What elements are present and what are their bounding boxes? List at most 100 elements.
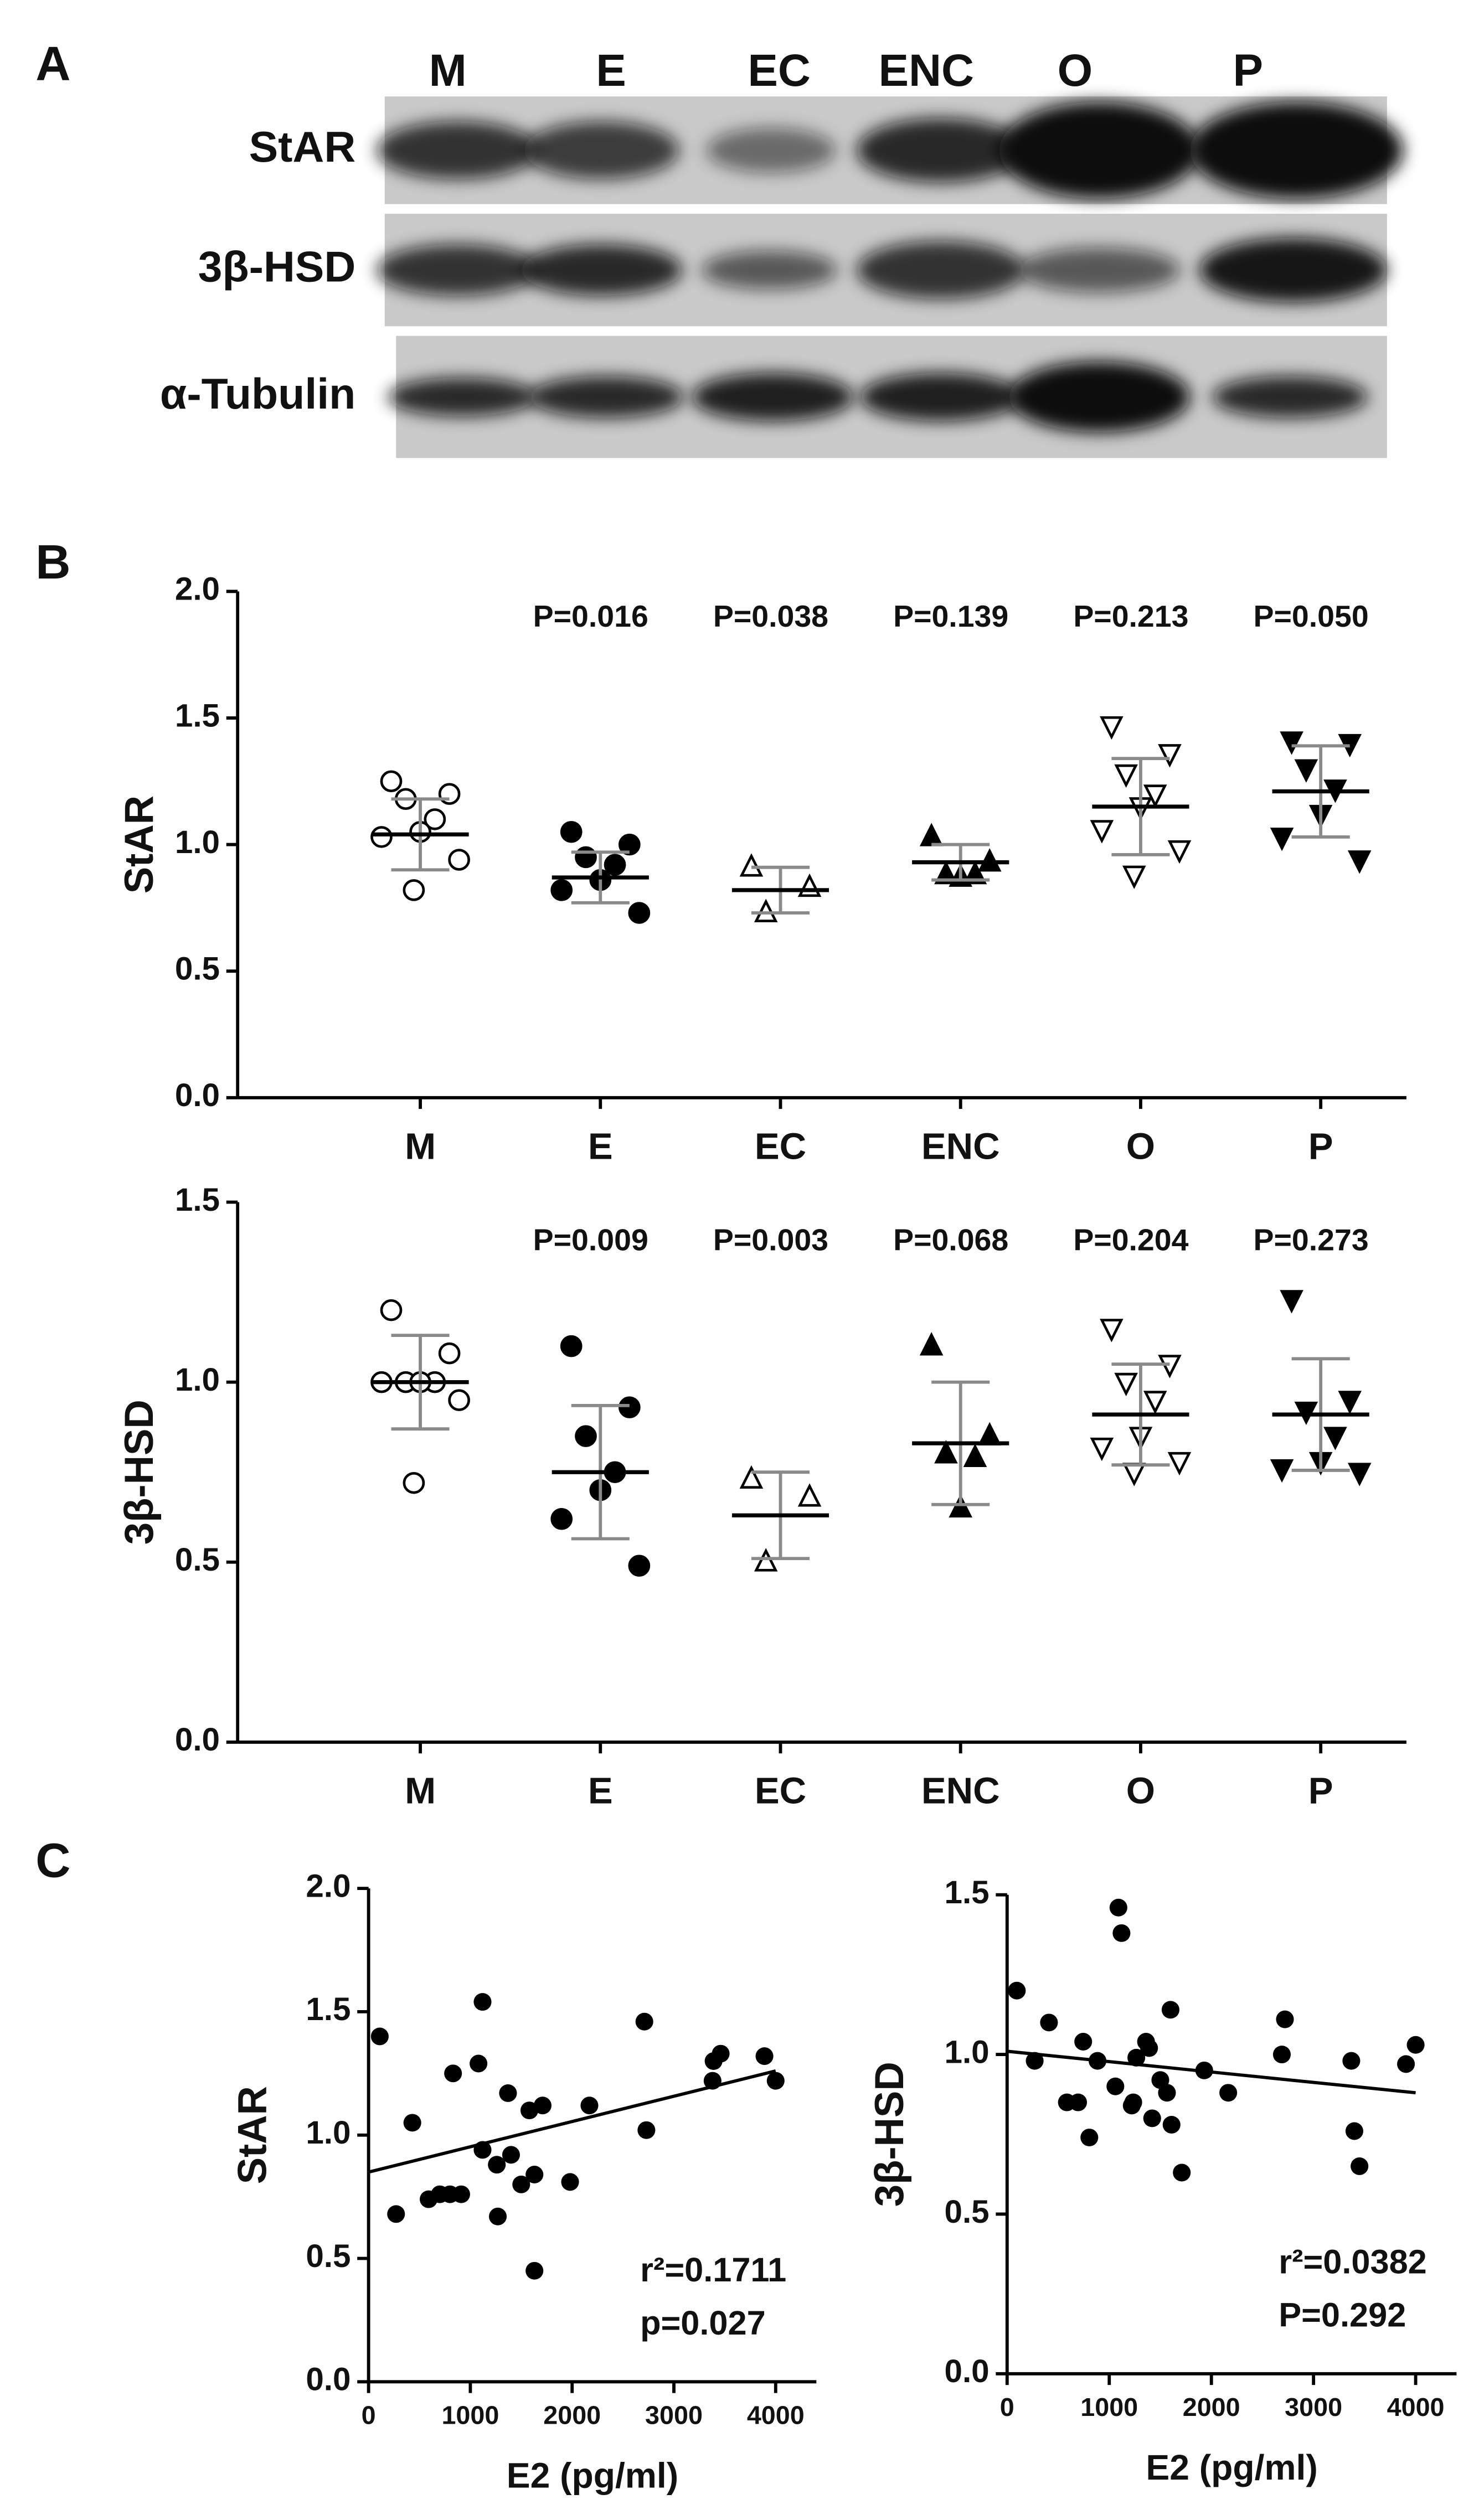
point bbox=[1112, 1924, 1131, 1942]
point bbox=[380, 1299, 403, 1321]
point bbox=[1162, 2115, 1181, 2134]
y-tick-label: 0.0 bbox=[175, 1722, 220, 1758]
y-tick-label: 1.0 bbox=[306, 2115, 351, 2151]
point bbox=[525, 2261, 544, 2280]
lane-label: ENC bbox=[879, 45, 975, 96]
point bbox=[580, 2096, 599, 2115]
point bbox=[448, 849, 470, 871]
p-value-label: P=0.273 bbox=[1254, 1223, 1369, 1257]
blot-band bbox=[528, 376, 684, 418]
x-tick-label: 0 bbox=[362, 2401, 376, 2430]
point bbox=[1323, 1427, 1347, 1450]
p-value-label: P=0.213 bbox=[1073, 599, 1188, 633]
row-label: α-Tubulin bbox=[160, 369, 355, 418]
point bbox=[1100, 1319, 1124, 1342]
point bbox=[1158, 2084, 1176, 2102]
x-tick-label: P bbox=[1308, 1770, 1333, 1812]
point bbox=[1345, 2122, 1363, 2140]
point bbox=[1167, 840, 1192, 864]
point bbox=[575, 846, 597, 869]
point bbox=[1122, 1463, 1146, 1486]
point bbox=[1143, 2109, 1161, 2127]
point bbox=[1294, 759, 1318, 783]
y-tick-label: 1.0 bbox=[175, 824, 220, 860]
point bbox=[754, 1548, 778, 1572]
point bbox=[637, 2121, 656, 2139]
point bbox=[1143, 784, 1167, 808]
point bbox=[1100, 716, 1124, 740]
y-tick-label: 0.0 bbox=[945, 2353, 990, 2389]
point bbox=[739, 1465, 764, 1489]
point bbox=[919, 823, 944, 846]
blot-band bbox=[1199, 237, 1387, 302]
regression-line bbox=[1007, 2049, 1416, 2095]
point bbox=[1397, 2055, 1415, 2073]
point bbox=[488, 2156, 506, 2174]
blot-band bbox=[1008, 362, 1190, 432]
blot-band bbox=[1018, 247, 1181, 293]
regression-line bbox=[368, 2069, 776, 2174]
y-axis-label: StAR bbox=[117, 796, 162, 894]
blot-band bbox=[692, 373, 854, 421]
blot-band bbox=[857, 118, 1025, 183]
x-tick-label: E bbox=[588, 1125, 613, 1167]
point bbox=[1406, 2036, 1425, 2054]
lane-label: O bbox=[1058, 45, 1093, 96]
point bbox=[1270, 828, 1294, 851]
x-tick-label: M bbox=[405, 1770, 436, 1812]
y-tick-label: 0.0 bbox=[175, 1077, 220, 1113]
y-tick-label: 0.5 bbox=[175, 951, 220, 987]
point bbox=[470, 2054, 488, 2073]
point bbox=[755, 2047, 774, 2065]
point bbox=[797, 873, 822, 897]
p-value-label: P=0.204 bbox=[1073, 1223, 1188, 1257]
point bbox=[977, 1422, 1002, 1446]
point bbox=[1161, 2001, 1179, 2019]
p-value-label: P=0.038 bbox=[713, 599, 828, 633]
point bbox=[1280, 1290, 1303, 1314]
p-value-label: P=0.009 bbox=[533, 1223, 648, 1257]
point bbox=[448, 1389, 470, 1411]
blot-band bbox=[377, 244, 539, 296]
western-blot: M E EC ENC O P StAR 3β-HSD α-Tubulin bbox=[160, 45, 1404, 458]
point bbox=[370, 2027, 389, 2046]
p-value-label: P=0.068 bbox=[893, 1223, 1008, 1257]
point bbox=[1026, 2052, 1044, 2070]
point bbox=[1122, 865, 1146, 889]
blot-band bbox=[1189, 102, 1404, 199]
y-tick-label: 0.5 bbox=[175, 1542, 220, 1578]
point bbox=[797, 1483, 822, 1507]
y-tick-label: 2.0 bbox=[306, 1868, 351, 1904]
y-tick-label: 1.5 bbox=[306, 1991, 351, 2027]
annotation: r²=0.0382 bbox=[1279, 2243, 1427, 2281]
point bbox=[1347, 1463, 1372, 1486]
point bbox=[473, 1993, 492, 2011]
lane-label: EC bbox=[748, 45, 811, 96]
point bbox=[1140, 2039, 1158, 2057]
point bbox=[1158, 744, 1182, 768]
x-axis-label: E2 (pg/ml) bbox=[1146, 2447, 1317, 2487]
point bbox=[1080, 2129, 1099, 2146]
point bbox=[1143, 1391, 1167, 1414]
blot-band bbox=[860, 373, 1022, 421]
point bbox=[488, 2207, 507, 2225]
x-tick-label: 4000 bbox=[747, 2401, 805, 2430]
point bbox=[1106, 2077, 1125, 2095]
panel-label: A bbox=[35, 37, 70, 91]
blot-band bbox=[706, 127, 836, 173]
annotation: p=0.027 bbox=[640, 2304, 766, 2342]
point bbox=[1351, 2157, 1369, 2175]
panel-label: C bbox=[35, 1834, 70, 1888]
point bbox=[1124, 2093, 1142, 2111]
y-tick-label: 1.5 bbox=[945, 1874, 990, 1910]
point bbox=[1173, 2163, 1191, 2182]
x-tick-label: 4000 bbox=[1387, 2393, 1445, 2421]
row-label: StAR bbox=[249, 122, 356, 171]
point bbox=[403, 1471, 425, 1494]
blot-band bbox=[702, 250, 838, 290]
point bbox=[560, 1335, 583, 1357]
point bbox=[628, 902, 651, 924]
point bbox=[1069, 2093, 1088, 2111]
point bbox=[1270, 1459, 1294, 1483]
point bbox=[1114, 764, 1138, 788]
